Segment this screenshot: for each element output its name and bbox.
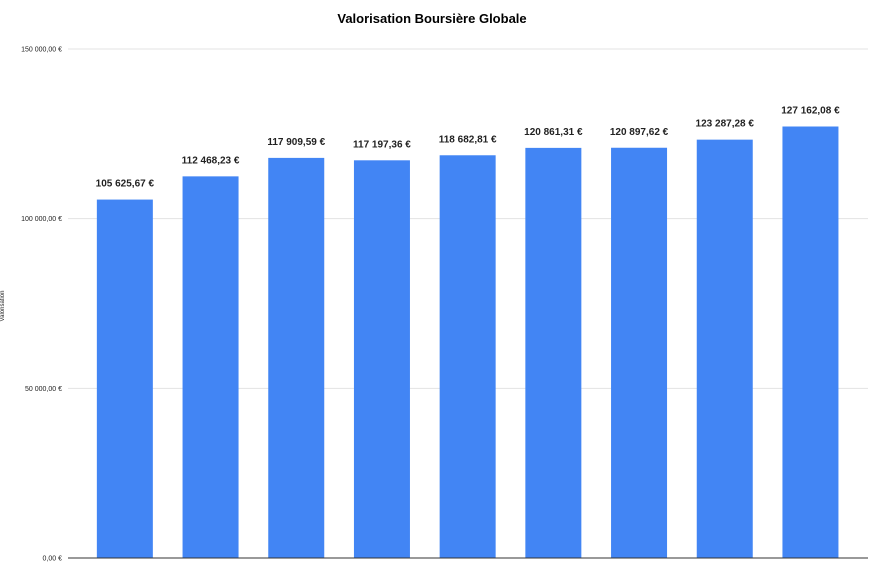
bar <box>611 147 668 558</box>
bar-value-label: 120 897,62 € <box>610 127 669 138</box>
chart-title: Valorisation Boursière Globale <box>337 11 526 26</box>
y-axis-ticks: 0,00 € 50 000,00 € 100 000,00 € 150 000,00 … <box>21 47 62 563</box>
bar <box>439 155 496 559</box>
y-tick-label: 100 000,00 € <box>21 216 62 223</box>
y-axis-label: Valorisation <box>0 291 6 322</box>
bar-value-label: 117 197,36 € <box>353 139 411 150</box>
y-tick-label: 150 000,00 € <box>21 47 62 54</box>
bar-value-label: 117 909,59 € <box>267 137 325 148</box>
bar <box>96 199 153 558</box>
bar-value-label: 120 861,31 € <box>524 127 583 138</box>
bars <box>96 126 839 559</box>
y-tick-label: 0,00 € <box>43 556 63 563</box>
data-labels: 105 625,67 € 112 468,23 € 117 909,59 € 117 … <box>96 105 840 189</box>
bar <box>268 157 325 558</box>
bar-value-label: 123 287,28 € <box>696 119 755 130</box>
bar <box>525 147 582 558</box>
bar-value-label: 127 162,08 € <box>781 105 840 116</box>
y-tick-label: 50 000,00 € <box>25 386 62 393</box>
bar-value-label: 105 625,67 € <box>96 179 155 190</box>
bar <box>353 160 410 558</box>
bar <box>782 126 839 558</box>
bar <box>182 176 239 559</box>
bar-value-label: 112 468,23 € <box>182 155 240 166</box>
bar <box>696 139 753 559</box>
bar-value-label: 118 682,81 € <box>439 134 497 145</box>
